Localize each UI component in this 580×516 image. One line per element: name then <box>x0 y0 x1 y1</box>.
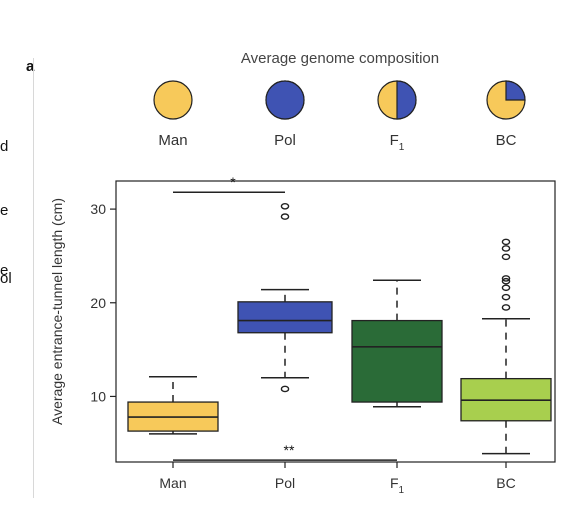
outlier-point <box>501 238 511 246</box>
genome-label: F1 <box>390 132 405 153</box>
outlier-point <box>501 275 511 282</box>
genome-composition-title: Average genome composition <box>241 50 439 67</box>
y-tick-label: 20 <box>90 295 106 311</box>
plot-frame <box>115 180 556 463</box>
outlier-point <box>280 213 290 220</box>
cropped-text-line: ol <box>0 270 12 287</box>
outlier-point <box>501 293 511 301</box>
y-axis-label: Average entrance-tunnel length (cm) <box>49 198 65 425</box>
column-divider <box>33 58 34 498</box>
y-tick-label: 30 <box>90 201 106 217</box>
x-tick-label: F1 <box>390 475 405 496</box>
genome-label: BC <box>496 132 517 149</box>
iqr-box <box>237 301 333 334</box>
box-bc <box>460 238 552 455</box>
box-f1 <box>351 279 443 408</box>
outlier-point <box>501 284 511 292</box>
box-plot: 10 20 30 Average entrance-tunnel length (cm… <box>49 174 556 496</box>
cropped-text-line: d <box>0 138 9 155</box>
outlier-point <box>280 385 290 393</box>
y-tick-label: 10 <box>90 388 106 404</box>
iqr-box <box>351 319 443 403</box>
genome-composition-row: Man Pol F1 BC <box>153 80 526 153</box>
box-man <box>127 376 219 435</box>
outlier-point <box>501 304 511 311</box>
genome-circle-bc: BC <box>486 80 526 149</box>
panel-letter: a <box>26 58 35 75</box>
outlier-point <box>280 202 290 210</box>
x-tick-label: Pol <box>275 475 295 491</box>
significance-label: ** <box>284 442 295 458</box>
genome-circle-man: Man <box>153 80 193 149</box>
cropped-text-line: e <box>0 202 9 219</box>
genome-label: Man <box>158 132 187 149</box>
x-tick-label: Man <box>159 475 186 491</box>
outlier-point <box>501 245 511 252</box>
genome-label: Pol <box>274 132 296 149</box>
outlier-point <box>501 253 511 261</box>
box-pol <box>237 202 333 393</box>
significance-label: * <box>230 174 236 190</box>
cropped-text-line: e <box>0 262 9 279</box>
x-tick-label: BC <box>496 475 515 491</box>
genome-circle-pol: Pol <box>265 80 305 149</box>
outlier-point <box>501 277 511 285</box>
genome-circle-f: F1 <box>377 80 417 153</box>
